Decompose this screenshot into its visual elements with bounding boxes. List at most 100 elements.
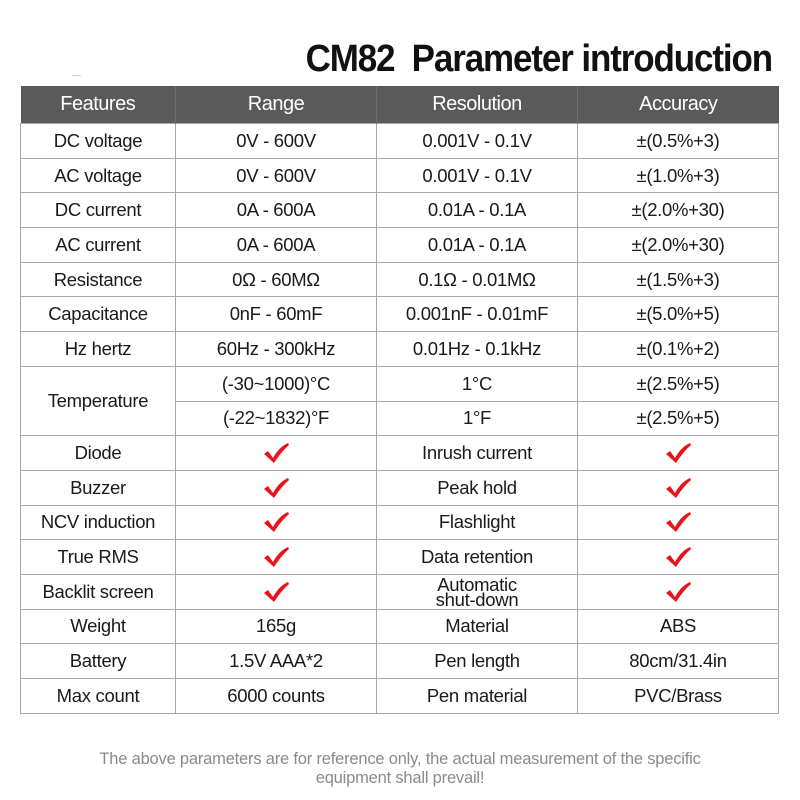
feature-label: Pen material (376, 678, 578, 714)
feature-label-line1: Automatic (437, 573, 517, 595)
feature-label: DC current (20, 192, 176, 229)
accuracy-cell: ±(2.0%+30) (577, 192, 779, 229)
checkmark-icon (666, 547, 691, 568)
feature-label: Backlit screen (20, 573, 176, 610)
feature-label: Battery (20, 643, 176, 679)
check-cell (577, 504, 779, 541)
feature-label: Peak hold (376, 469, 578, 506)
table-header-row: Features Range Resolution Accuracy (20, 86, 779, 124)
header-resolution: Resolution (376, 86, 578, 124)
check-cell (577, 469, 779, 506)
disclaimer-line1: The above parameters are for reference o… (99, 750, 701, 768)
parameter-table: Features Range Resolution Accuracy DC vo… (20, 86, 779, 714)
table-row: Diode Inrush current (20, 435, 779, 471)
check-cell (577, 573, 779, 610)
range-cell: 0nF - 60mF (175, 296, 377, 333)
resolution-cell: 0.01A - 0.1A (376, 192, 578, 229)
range-cell: (-30~1000)°C (175, 365, 377, 402)
table-row: Resistance 0Ω - 60MΩ 0.1Ω - 0.01MΩ ±(1.5… (20, 261, 779, 298)
check-cell (175, 539, 377, 575)
feature-label: DC voltage (20, 123, 176, 159)
check-cell (175, 469, 377, 506)
feature-label: Diode (20, 435, 176, 471)
feature-label: Max count (20, 678, 176, 714)
range-cell: 0A - 600A (175, 192, 377, 229)
accuracy-cell: ±(2.0%+30) (577, 227, 779, 263)
disclaimer: The above parameters are for reference o… (0, 750, 800, 788)
decorative-line (72, 75, 81, 76)
checkmark-icon (666, 443, 691, 464)
feature-label: Resistance (20, 261, 176, 298)
feature-label: Automatic shut-down (376, 573, 578, 610)
value-cell: 1.5V AAA*2 (175, 643, 377, 679)
resolution-cell: 0.01A - 0.1A (376, 227, 578, 263)
table-row: AC voltage 0V - 600V 0.001V - 0.1V ±(1.0… (20, 157, 779, 194)
table-row: Max count 6000 counts Pen material PVC/B… (20, 678, 779, 714)
checkmark-icon (264, 547, 289, 568)
table-row: Hz hertz 60Hz - 300kHz 0.01Hz - 0.1kHz ±… (20, 331, 779, 367)
value-cell: 6000 counts (175, 678, 377, 714)
table-row: Battery 1.5V AAA*2 Pen length 80cm/31.4i… (20, 643, 779, 679)
resolution-cell: 0.001nF - 0.01mF (376, 296, 578, 333)
check-cell (175, 435, 377, 471)
table-row: DC voltage 0V - 600V 0.001V - 0.1V ±(0.5… (20, 123, 779, 159)
check-cell (175, 573, 377, 610)
value-cell: 80cm/31.4in (577, 643, 779, 679)
feature-label: Capacitance (20, 296, 176, 333)
resolution-cell: 1°F (376, 400, 578, 437)
checkmark-icon (666, 581, 691, 602)
range-cell: (-22~1832)°F (175, 400, 377, 437)
range-cell: 60Hz - 300kHz (175, 331, 377, 367)
check-cell (175, 504, 377, 541)
range-cell: 0V - 600V (175, 157, 377, 194)
accuracy-cell: ±(2.5%+5) (577, 400, 779, 437)
resolution-cell: 0.1Ω - 0.01MΩ (376, 261, 578, 298)
header-range: Range (175, 86, 377, 124)
checkmark-icon (666, 477, 691, 498)
feature-label: Pen length (376, 643, 578, 679)
value-cell: PVC/Brass (577, 678, 779, 714)
accuracy-cell: ±(1.5%+3) (577, 261, 779, 298)
checkmark-icon (264, 477, 289, 498)
accuracy-cell: ±(5.0%+5) (577, 296, 779, 333)
feature-label: NCV induction (20, 504, 176, 541)
table-row: Backlit screen Automatic shut-down (20, 573, 779, 610)
feature-label: AC current (20, 227, 176, 263)
table-row: Capacitance 0nF - 60mF 0.001nF - 0.01mF … (20, 296, 779, 333)
feature-label: Inrush current (376, 435, 578, 471)
checkmark-icon (666, 512, 691, 533)
table-row: NCV induction Flashlight (20, 504, 779, 541)
resolution-cell: 0.001V - 0.1V (376, 123, 578, 159)
check-cell (577, 539, 779, 575)
range-cell: 0Ω - 60MΩ (175, 261, 377, 298)
feature-label: Hz hertz (20, 331, 176, 367)
range-cell: 0V - 600V (175, 123, 377, 159)
checkmark-icon (264, 581, 289, 602)
table-row: DC current 0A - 600A 0.01A - 0.1A ±(2.0%… (20, 192, 779, 229)
accuracy-cell: ±(0.1%+2) (577, 331, 779, 367)
feature-label-line2: shut-down (435, 588, 519, 610)
checkmark-icon (264, 443, 289, 464)
resolution-cell: 0.01Hz - 0.1kHz (376, 331, 578, 367)
feature-label: AC voltage (20, 157, 176, 194)
header-features: Features (20, 86, 176, 124)
value-cell: 165g (175, 608, 377, 645)
accuracy-cell: ±(2.5%+5) (577, 365, 779, 402)
feature-label: Material (376, 608, 578, 645)
feature-label: True RMS (20, 539, 176, 575)
accuracy-cell: ±(0.5%+3) (577, 123, 779, 159)
table-row: Buzzer Peak hold (20, 469, 779, 506)
table-row: True RMS Data retention (20, 539, 779, 575)
resolution-cell: 0.001V - 0.1V (376, 157, 578, 194)
checkmark-icon (264, 512, 289, 533)
range-cell: 0A - 600A (175, 227, 377, 263)
accuracy-cell: ±(1.0%+3) (577, 157, 779, 194)
feature-label: Data retention (376, 539, 578, 575)
check-cell (577, 435, 779, 471)
feature-label: Buzzer (20, 469, 176, 506)
page-title: CM82 Parameter introduction (305, 38, 774, 80)
table-row: AC current 0A - 600A 0.01A - 0.1A ±(2.0%… (20, 227, 779, 263)
table-row: Temperature (-30~1000)°C 1°C ±(2.5%+5) (20, 365, 779, 437)
header-accuracy: Accuracy (577, 86, 779, 124)
disclaimer-line2: equipment shall prevail! (315, 769, 485, 787)
